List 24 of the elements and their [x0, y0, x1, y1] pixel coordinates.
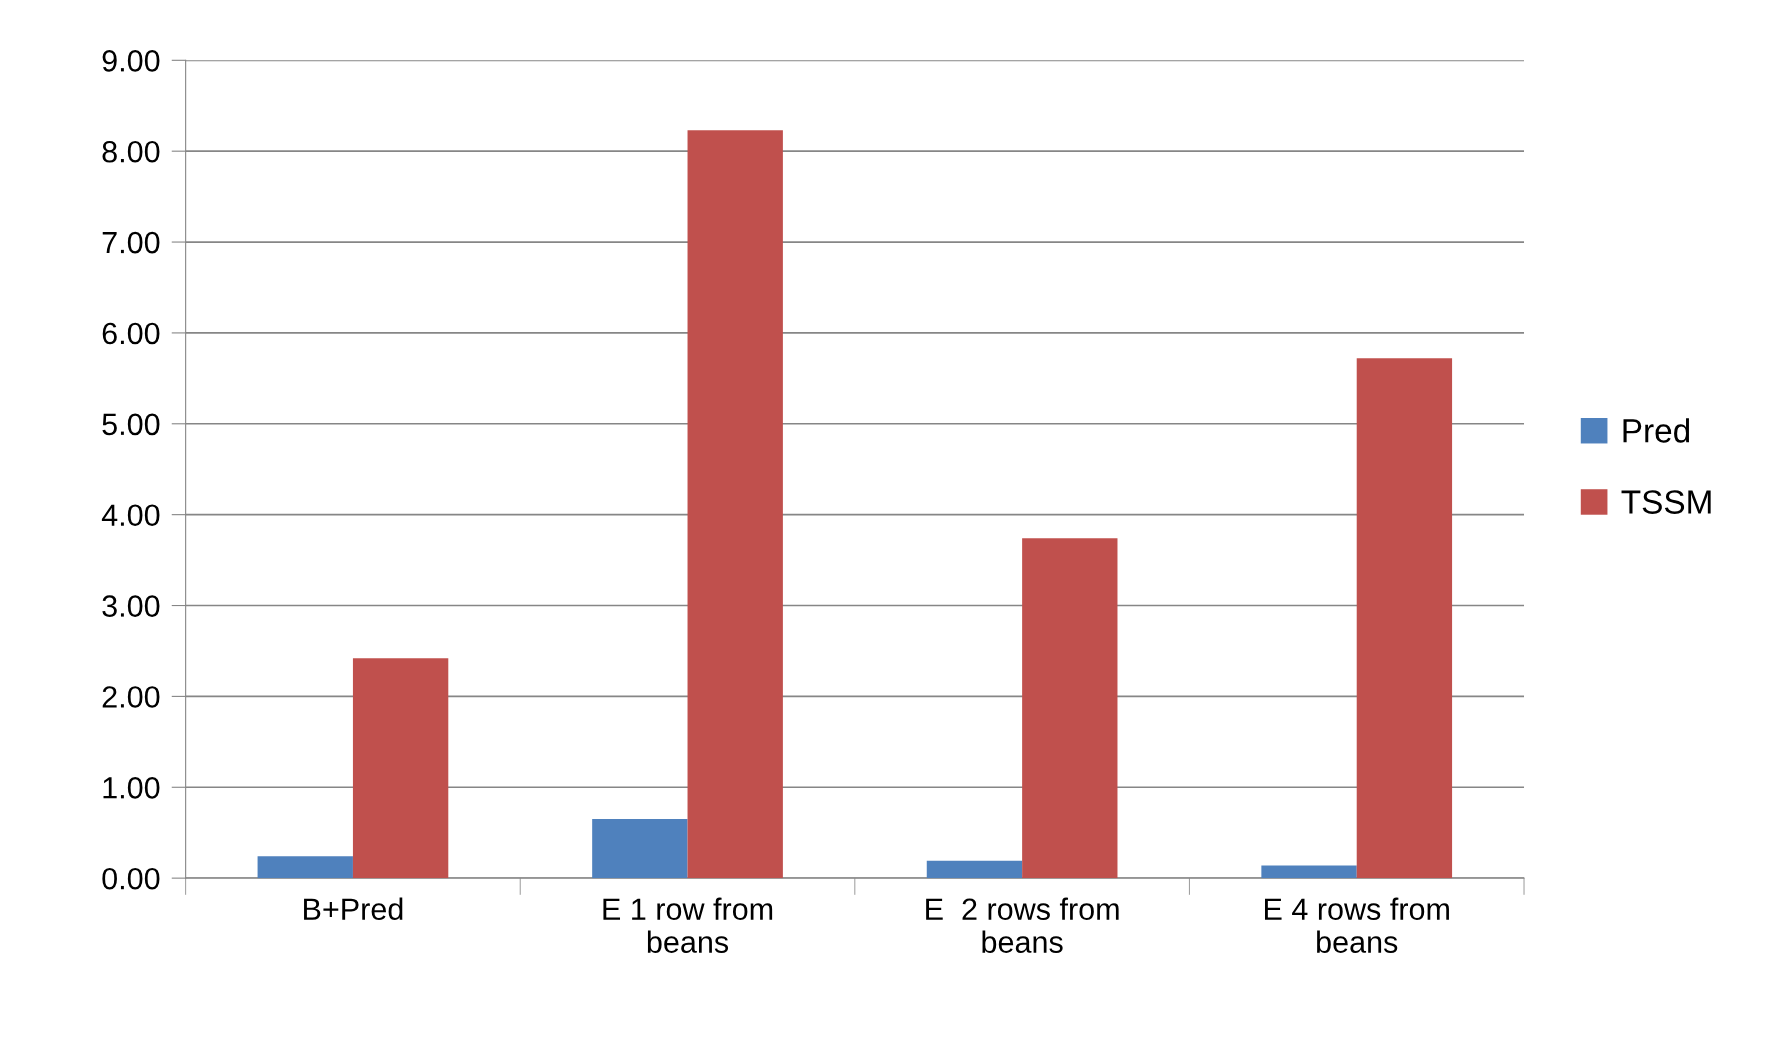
bar [592, 819, 688, 879]
y-tick-label: 7.00 [102, 231, 160, 254]
y-tick-label: 9.00 [102, 50, 160, 72]
y-tick-label: 4.00 [101, 504, 160, 527]
x-tick-label: E 1 row from beans [603, 897, 773, 953]
legend-label: TSSM [1621, 490, 1711, 514]
bar [352, 658, 449, 879]
y-tick-label: 1.00 [103, 777, 160, 799]
bar [926, 860, 1023, 879]
y-tick-label: 5.00 [102, 413, 160, 436]
y-tick-label: 2.00 [102, 686, 160, 708]
bar [1022, 538, 1118, 879]
x-tick-label: E 2 rows from beans [926, 897, 1119, 953]
x-tick-label: E 4 rows from beans [1265, 897, 1449, 953]
bar [1356, 358, 1453, 879]
y-tick-label: 3.00 [102, 595, 160, 617]
y-tick-label: 0.00 [102, 867, 160, 890]
y-tick-label: 6.00 [102, 322, 160, 345]
y-tick-label: 8.00 [102, 140, 160, 163]
bar [257, 856, 353, 879]
legend-label: Pred [1623, 418, 1690, 443]
bar [687, 130, 783, 879]
x-tick-label: B+Pred [304, 897, 403, 921]
bar [1261, 865, 1357, 879]
